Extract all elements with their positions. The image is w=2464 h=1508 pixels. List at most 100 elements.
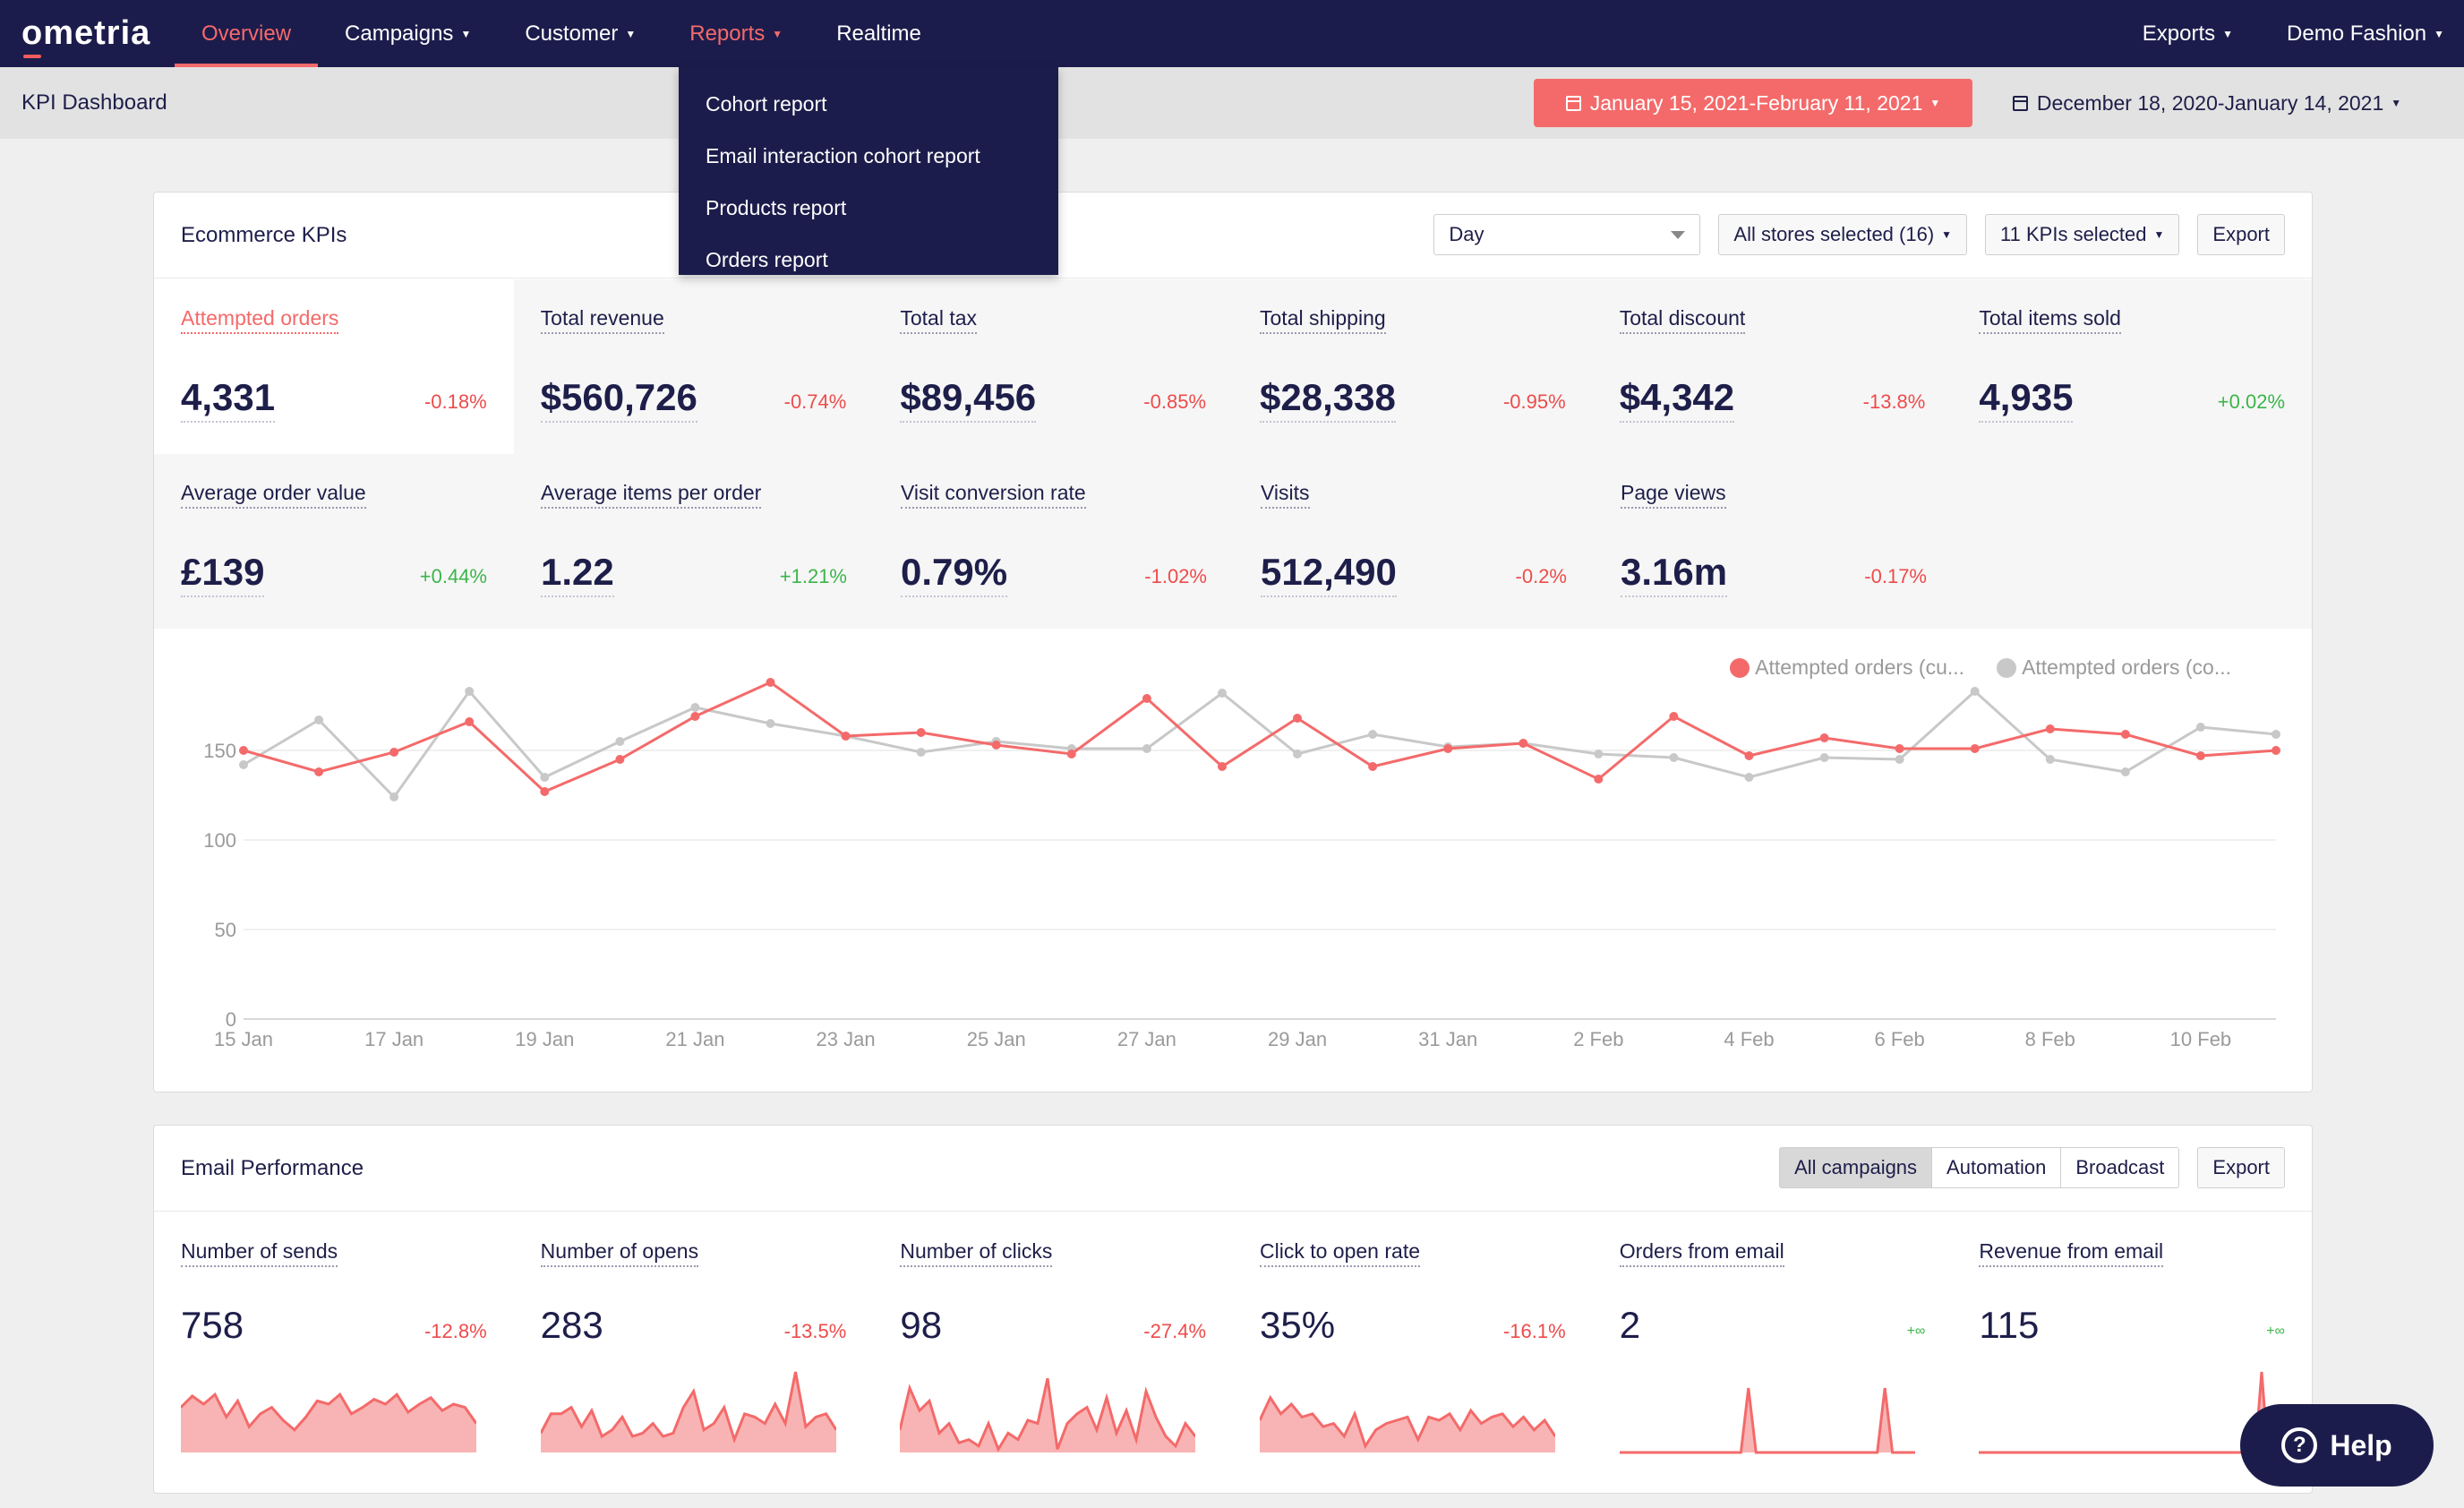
- tab-all-campaigns[interactable]: All campaigns: [1779, 1147, 1933, 1188]
- data-point[interactable]: [1970, 744, 1980, 753]
- email-kpi-tile[interactable]: Number of clicks 98 -27.4%: [873, 1212, 1233, 1508]
- data-point[interactable]: [2045, 755, 2055, 764]
- data-point[interactable]: [1368, 730, 1378, 739]
- data-point[interactable]: [1819, 733, 1829, 742]
- nav-customer[interactable]: Customer ▼: [498, 0, 663, 67]
- kpi-tile[interactable]: Total revenue $560,726 -0.74%: [514, 279, 874, 454]
- data-point[interactable]: [1669, 753, 1679, 762]
- data-point[interactable]: [2195, 751, 2205, 760]
- menu-item-products-report[interactable]: Products report: [706, 196, 847, 219]
- x-tick-label: 29 Jan: [1268, 1028, 1327, 1050]
- nav-exports[interactable]: Exports ▼: [2116, 0, 2260, 67]
- data-point[interactable]: [1443, 744, 1453, 753]
- kpis-filter[interactable]: 11 KPIs selected ▼: [1985, 214, 2180, 255]
- data-point[interactable]: [1142, 744, 1151, 753]
- nav-overview[interactable]: Overview: [175, 0, 319, 67]
- data-point[interactable]: [465, 687, 475, 696]
- menu-item-cohort-report[interactable]: Cohort report: [706, 92, 827, 116]
- menu-item-orders-report[interactable]: Orders report: [706, 248, 828, 271]
- data-point[interactable]: [1970, 687, 1980, 696]
- email-kpi-tile[interactable]: Number of sends 758 -12.8%: [154, 1212, 514, 1508]
- data-point[interactable]: [1594, 750, 1604, 758]
- data-point[interactable]: [766, 678, 775, 687]
- data-point[interactable]: [1142, 694, 1151, 703]
- data-point[interactable]: [389, 793, 399, 801]
- account-menu[interactable]: Demo Fashion ▼: [2260, 0, 2464, 67]
- email-kpi-tile[interactable]: Number of opens 283 -13.5%: [514, 1212, 874, 1508]
- data-point[interactable]: [916, 728, 926, 737]
- kpi-label: Visit conversion rate: [901, 481, 1086, 509]
- kpi-tile[interactable]: Total shipping $28,338 -0.95%: [1233, 279, 1593, 454]
- data-point[interactable]: [2120, 767, 2130, 776]
- data-point[interactable]: [2272, 730, 2280, 739]
- data-point[interactable]: [1368, 762, 1378, 771]
- brand-logo[interactable]: o metria: [0, 0, 175, 67]
- data-point[interactable]: [540, 773, 550, 782]
- ecommerce-card-title: Ecommerce KPIs: [181, 222, 347, 247]
- kpi-tile[interactable]: Total items sold 4,935 +0.02%: [1952, 279, 2312, 454]
- data-point[interactable]: [841, 732, 851, 741]
- kpi-tile[interactable]: Visits 512,490 -0.2%: [1234, 454, 1594, 629]
- help-button[interactable]: ? Help: [2240, 1404, 2434, 1487]
- interval-select[interactable]: Day: [1433, 214, 1701, 255]
- date-range-primary[interactable]: January 15, 2021-February 11, 2021 ▼: [1534, 79, 1972, 127]
- date-range-comparison[interactable]: December 18, 2020-January 14, 2021 ▼: [1988, 79, 2426, 127]
- data-point[interactable]: [1744, 751, 1754, 760]
- menu-item-email-interaction-cohort-report[interactable]: Email interaction cohort report: [706, 144, 980, 167]
- data-point[interactable]: [1594, 775, 1604, 784]
- data-point[interactable]: [1819, 753, 1829, 762]
- data-point[interactable]: [690, 712, 700, 721]
- nav-campaigns[interactable]: Campaigns ▼: [318, 0, 498, 67]
- data-point[interactable]: [239, 760, 248, 769]
- kpi-tile[interactable]: Total tax $89,456 -0.85%: [873, 279, 1233, 454]
- data-point[interactable]: [2120, 730, 2130, 739]
- data-point[interactable]: [2272, 746, 2280, 755]
- nav-reports[interactable]: Reports ▼: [663, 0, 809, 67]
- chevron-down-icon: ▼: [2434, 27, 2444, 40]
- data-point[interactable]: [991, 741, 1001, 750]
- data-point[interactable]: [239, 746, 248, 755]
- data-point[interactable]: [916, 748, 926, 757]
- data-point[interactable]: [615, 755, 625, 764]
- kpi-tile[interactable]: Visit conversion rate 0.79% -1.02%: [874, 454, 1234, 629]
- email-export-button[interactable]: Export: [2197, 1147, 2285, 1188]
- kpi-label: Total tax: [900, 306, 977, 334]
- email-kpi-label: Number of clicks: [900, 1239, 1053, 1267]
- data-point[interactable]: [1744, 773, 1754, 782]
- tab-automation[interactable]: Automation: [1932, 1147, 2062, 1188]
- data-point[interactable]: [615, 737, 625, 746]
- data-point[interactable]: [1669, 712, 1679, 721]
- kpi-tile[interactable]: Page views 3.16m -0.17%: [1594, 454, 1954, 629]
- data-point[interactable]: [1895, 744, 1904, 753]
- legend-item-comparison[interactable]: Attempted orders (co...: [1997, 655, 2231, 680]
- data-point[interactable]: [389, 748, 399, 757]
- data-point[interactable]: [1519, 739, 1528, 748]
- data-point[interactable]: [1066, 750, 1076, 758]
- kpi-tile[interactable]: Average order value £139 +0.44%: [154, 454, 514, 629]
- data-point[interactable]: [2045, 724, 2055, 733]
- ecommerce-export-button[interactable]: Export: [2197, 214, 2285, 255]
- data-point[interactable]: [314, 767, 324, 776]
- data-point[interactable]: [314, 715, 324, 724]
- data-point[interactable]: [766, 719, 775, 728]
- data-point[interactable]: [1218, 762, 1227, 771]
- kpi-tile[interactable]: Average items per order 1.22 +1.21%: [514, 454, 874, 629]
- data-point[interactable]: [2195, 723, 2205, 732]
- stores-filter[interactable]: All stores selected (16) ▼: [1718, 214, 1968, 255]
- data-point[interactable]: [540, 787, 550, 796]
- data-point[interactable]: [1895, 755, 1904, 764]
- data-point[interactable]: [465, 717, 475, 726]
- data-point[interactable]: [1293, 750, 1302, 758]
- kpi-tile[interactable]: Attempted orders 4,331 -0.18%: [154, 279, 514, 454]
- data-point[interactable]: [1218, 689, 1227, 698]
- email-kpi-tile[interactable]: Orders from email 2 +∞: [1593, 1212, 1953, 1508]
- data-point[interactable]: [1293, 714, 1302, 723]
- data-point[interactable]: [690, 703, 700, 712]
- x-tick-label: 4 Feb: [1724, 1028, 1774, 1050]
- email-kpi-tile[interactable]: Click to open rate 35% -16.1%: [1233, 1212, 1593, 1508]
- nav-realtime[interactable]: Realtime: [809, 0, 948, 67]
- tab-broadcast[interactable]: Broadcast: [2061, 1147, 2180, 1188]
- email-kpi-tile[interactable]: Revenue from email 115 +∞: [1952, 1212, 2312, 1508]
- legend-item-current[interactable]: Attempted orders (cu...: [1730, 655, 1964, 680]
- kpi-tile[interactable]: Total discount $4,342 -13.8%: [1593, 279, 1953, 454]
